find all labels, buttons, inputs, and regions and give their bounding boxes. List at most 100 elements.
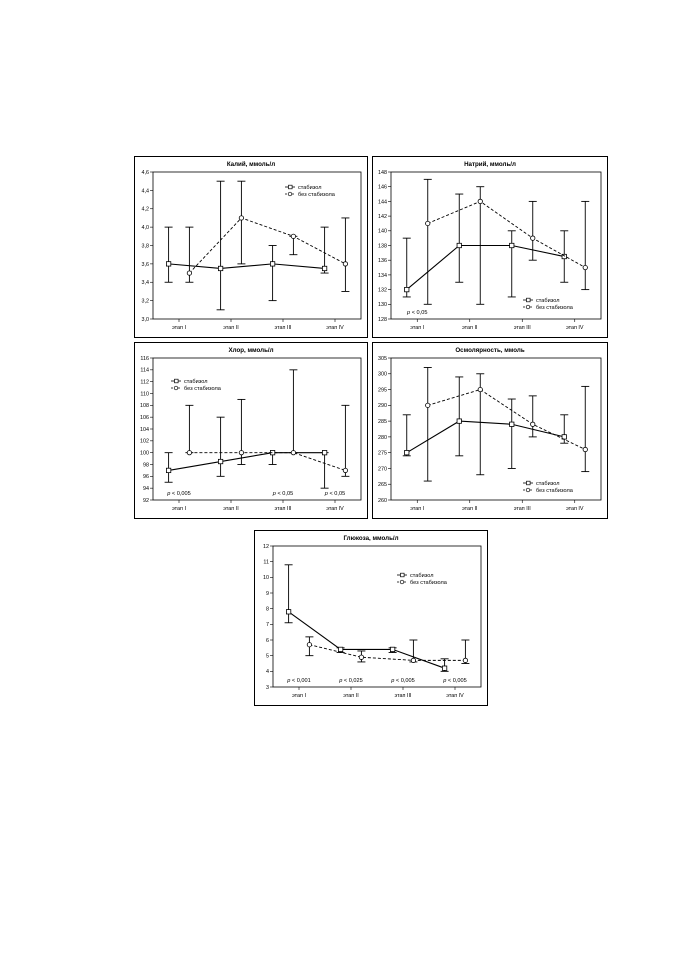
p-symbol: p [442,678,446,684]
chart-svg: Хлор, ммоль/л 92 94 96 98 100 102 104 106 108 110 1… [140,347,362,512]
x-tick-label: этап IV [566,506,584,512]
y-tick-label: 136 [378,258,387,264]
series-line-0 [168,263,325,270]
series-line-0 [288,611,445,669]
y-tick-label: 10 [263,575,269,581]
y-tick-label: 4 [266,669,269,675]
data-point-square [441,665,448,671]
series-line-1 [309,644,466,661]
x-tick-label: этап III [395,693,412,699]
legend-marker-circle [173,385,179,391]
y-tick-label: 104 [140,427,149,433]
error-bar [341,217,350,292]
error-bar [289,369,298,454]
legend-marker-square [288,184,293,190]
legend-label: без стабизола [536,488,574,494]
data-point-circle [186,270,193,276]
error-bar [289,235,298,256]
error-bar [402,414,411,457]
chart-svg: Глюкоза, ммоль/л 3 4 5 6 7 8 9 10 11 12 этап I этап … [263,535,482,699]
data-point-circle [238,215,245,221]
y-tick-label: 295 [378,387,387,393]
p-value-annotation: p < 0,005 [390,678,415,684]
error-bar [528,200,537,261]
x-tick-label: этап III [275,325,292,331]
chart-svg: Натрий, ммоль/л 128 130 132 134 136 138 140 142 1… [378,161,602,331]
chart-title: Калий, ммоль/л [227,161,275,168]
y-tick-label: 94 [143,486,149,492]
p-symbol: p [166,491,170,497]
data-point-circle [342,467,348,474]
error-bar [237,180,246,265]
chart-panel-sodium: Натрий, ммоль/л 128 130 132 134 136 138 140 142 1… [372,156,608,338]
y-tick-label: 92 [143,498,149,504]
y-tick-label: 148 [378,170,387,176]
y-tick-label: 305 [378,356,387,362]
data-point-circle [582,264,588,271]
legend-marker-square [526,480,531,486]
x-tick-label: этап II [223,325,238,331]
chart-panel-potassium: Калий, ммоль/л 3,0 3,2 3,4 3,6 3,8 4,0 4,2 4,4 4,… [134,156,368,338]
y-tick-label: 130 [378,302,387,308]
data-point-circle [477,386,483,393]
data-point-circle [186,450,193,456]
x-tick-label: этап III [514,325,531,331]
data-point-circle [530,421,536,427]
data-point-square [321,450,328,456]
series-line-0 [168,452,325,471]
y-tick-label: 106 [140,415,149,421]
error-bar [455,193,464,283]
y-tick-label: 132 [378,288,387,294]
chart-title: Глюкоза, ммоль/л [343,535,398,542]
error-bar [320,226,329,274]
error-bar [423,178,432,305]
p-value-annotation: p < 0,025 [338,678,363,684]
p-value-text: < 0,025 [342,678,362,684]
chart-panel-glucose: Глюкоза, ммоль/л 3 4 5 6 7 8 9 10 11 12 этап I этап … [254,530,488,706]
error-bar [581,385,590,473]
x-tick-label: этап II [462,325,477,331]
legend-marker-circle [287,191,293,197]
p-value-text: < 0,005 [170,491,190,497]
error-bar [341,404,350,477]
data-point-square [404,286,410,293]
data-point-square [285,609,292,615]
y-tick-label: 138 [378,243,387,249]
y-tick-label: 7 [266,622,269,628]
x-tick-label: этап IV [446,693,464,699]
p-value-annotation: p < 0,001 [286,678,311,684]
p-value-text: < 0,05 [276,491,293,497]
chart-panel-osmolarity: Осмолярность, ммоль 260 265 270 275 280 285 290… [372,342,608,519]
data-point-circle [477,198,483,205]
data-point-circle [290,233,296,239]
y-tick-label: 144 [378,199,387,205]
y-tick-label: 3,6 [142,262,150,268]
data-point-square [165,467,172,474]
y-tick-label: 98 [143,462,149,468]
x-tick-label: этап III [514,506,531,512]
p-symbol: p [324,491,328,497]
error-bar [320,452,329,489]
p-value-annotation: p < 0,05 [324,491,345,497]
legend-label: без стабизола [410,580,448,586]
y-tick-label: 3 [266,685,269,691]
error-bar [185,404,194,454]
data-point-square [404,450,410,456]
error-bar [216,416,225,477]
y-tick-label: 11 [263,560,269,566]
legend-marker-circle [399,579,405,585]
p-value-text: < 0,001 [290,678,310,684]
error-bar [455,376,464,457]
p-value-annotation: p < 0,05 [272,491,293,497]
data-point-circle [425,220,431,227]
x-tick-label: этап I [172,506,186,512]
data-point-circle [238,450,245,456]
p-value-text: < 0,005 [394,678,414,684]
series-line-1 [189,217,346,274]
p-symbol: p [286,678,290,684]
y-tick-label: 3,4 [142,280,150,286]
y-tick-label: 8 [266,607,269,613]
